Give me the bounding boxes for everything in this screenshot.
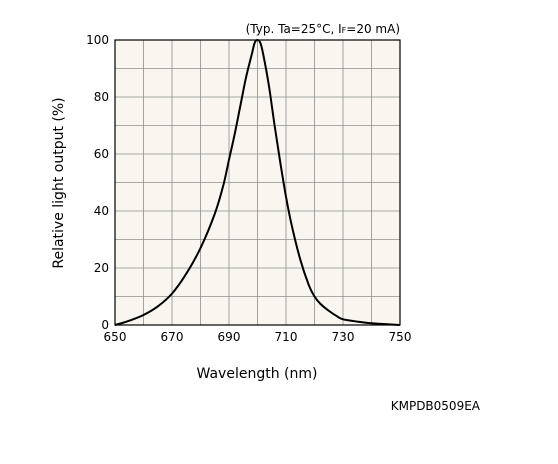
x-tick-label: 750 (389, 330, 412, 344)
x-tick-label: 650 (104, 330, 127, 344)
y-axis-label: Relative light output (%) (51, 97, 67, 268)
x-axis-ticks: 650 670 690 710 730 750 (104, 330, 412, 344)
grid (115, 40, 400, 325)
y-tick-label: 20 (94, 261, 109, 275)
measurement-condition: (Typ. Ta=25°C, IF=20 mA) (246, 22, 400, 36)
x-axis-label: Wavelength (nm) (197, 366, 318, 382)
x-tick-label: 710 (275, 330, 298, 344)
y-tick-label: 60 (94, 147, 109, 161)
x-tick-label: 690 (218, 330, 241, 344)
plot-frame (114, 39, 401, 326)
x-tick-label: 730 (332, 330, 355, 344)
y-tick-label: 100 (86, 33, 109, 47)
y-axis-ticks: 0 20 40 60 80 100 (86, 33, 109, 332)
y-tick-label: 0 (101, 318, 109, 332)
x-tick-label: 670 (161, 330, 184, 344)
y-tick-label: 80 (94, 90, 109, 104)
spectrum-curve (114, 38, 401, 326)
y-tick-label: 40 (94, 204, 109, 218)
document-code: KMPDB0509EA (391, 399, 481, 413)
